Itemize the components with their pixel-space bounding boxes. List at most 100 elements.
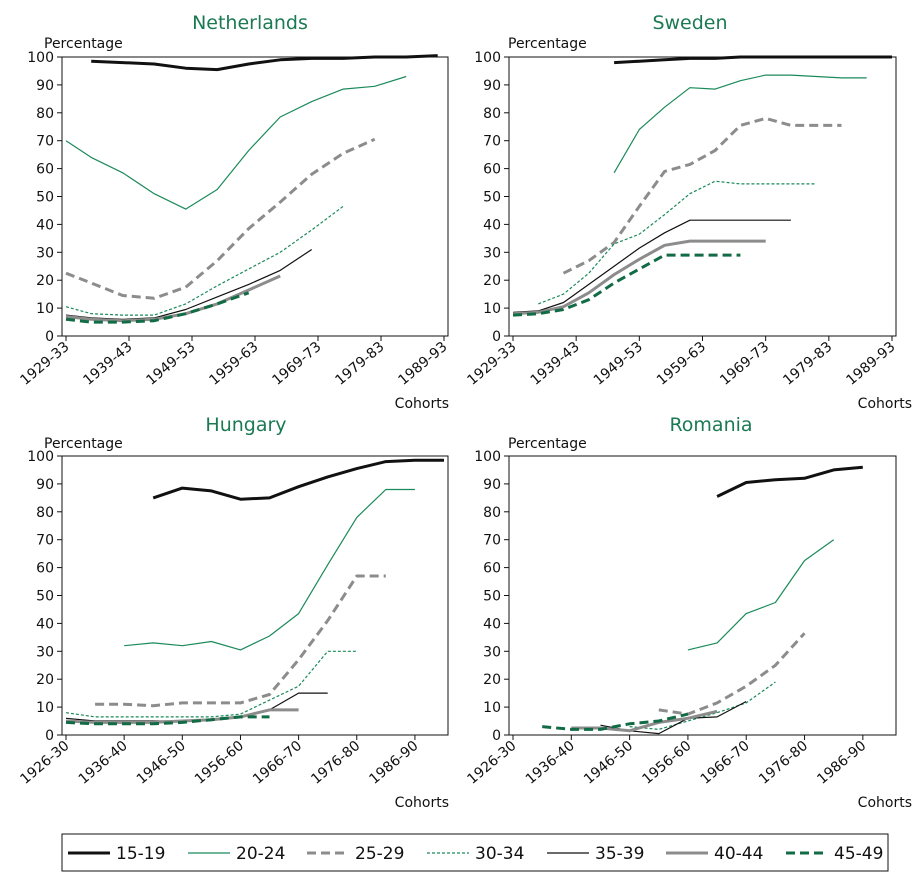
x-tick-label: 1959-63	[206, 339, 261, 389]
chart-panel-3: Romania Percentage Cohorts 0 10 20 30 40 50 60 70 8…	[464, 414, 912, 811]
y-tick-label: 0	[492, 728, 501, 744]
legend-label-20-24: 20-24	[236, 844, 285, 864]
y-axis-label: Percentage	[508, 36, 587, 52]
legend-label-30-34: 30-34	[475, 844, 524, 864]
y-tick-label: 40	[36, 217, 54, 233]
y-tick-label: 80	[36, 106, 54, 122]
y-tick-label: 50	[36, 589, 54, 605]
x-tick-label: 1956-60	[192, 738, 247, 788]
y-tick-label: 30	[483, 245, 501, 261]
series-line-25-29	[95, 574, 386, 708]
x-tick-label: 1966-70	[698, 738, 753, 788]
x-tick-label: 1959-63	[654, 339, 709, 389]
y-tick-label: 30	[36, 644, 54, 660]
x-tick-label: 1939-43	[528, 339, 583, 389]
series-line-35-39	[512, 219, 791, 313]
x-tick-label: 1936-40	[523, 738, 578, 788]
y-tick-label: 100	[27, 50, 54, 66]
series-line-20-24	[65, 75, 407, 210]
y-tick-label: 10	[483, 301, 501, 317]
x-tick-label: 1969-73	[717, 339, 772, 389]
x-tick-label: 1966-70	[250, 738, 305, 788]
x-tick-label: 1926-30	[17, 738, 72, 788]
y-tick-label: 30	[36, 245, 54, 261]
plot-frame	[508, 56, 897, 337]
series-line-30-34	[65, 205, 344, 316]
y-tick-label: 90	[483, 78, 501, 94]
y-tick-label: 60	[36, 561, 54, 577]
x-tick-label: 1949-53	[143, 339, 198, 389]
y-tick-label: 0	[45, 329, 54, 345]
y-tick-label: 80	[483, 505, 501, 521]
series-line-25-29	[65, 137, 376, 300]
legend-label-40-44: 40-44	[714, 844, 763, 864]
x-tick-label: 1946-50	[134, 738, 189, 788]
y-tick-label: 30	[483, 644, 501, 660]
y-tick-label: 50	[483, 589, 501, 605]
legend-label-25-29: 25-29	[355, 844, 404, 864]
series-line-30-34	[65, 650, 357, 718]
x-tick-label: 1929-33	[464, 339, 519, 389]
series-line-45-49	[65, 715, 270, 726]
chart-panel-0: Netherlands Percentage Cohorts 0 10 20 30 40 50 6…	[17, 12, 450, 412]
legend: 15-19 20-24 25-29 30-34 35-39 40-44 45-49	[61, 833, 889, 872]
y-tick-label: 90	[483, 477, 501, 493]
series-line-15-19	[91, 54, 438, 72]
y-tick-label: 10	[483, 700, 501, 716]
series-line-25-29	[658, 632, 806, 716]
x-tick-label: 1979-83	[332, 339, 387, 389]
x-axis-label: Cohorts	[858, 396, 912, 412]
y-tick-label: 20	[483, 273, 501, 289]
legend-frame	[61, 833, 889, 872]
x-tick-label: 1989-93	[843, 339, 898, 389]
chart-title: Sweden	[652, 12, 727, 34]
series-line-40-44	[65, 274, 281, 323]
x-tick-label: 1956-60	[639, 738, 694, 788]
plot-frame	[508, 455, 897, 736]
series-line-45-49	[65, 291, 250, 324]
legend-label-45-49: 45-49	[834, 844, 883, 864]
y-tick-label: 50	[36, 190, 54, 206]
series-line-40-44	[571, 709, 718, 733]
series-line-40-44	[512, 239, 766, 316]
x-tick-label: 1976-80	[756, 738, 811, 788]
series-line-15-19	[152, 458, 444, 501]
series-line-45-49	[542, 712, 689, 731]
y-tick-label: 100	[474, 449, 501, 465]
x-axis-label: Cohorts	[858, 795, 912, 811]
x-tick-label: 1986-90	[814, 738, 869, 788]
y-tick-label: 80	[36, 505, 54, 521]
x-tick-label: 1926-30	[464, 738, 519, 788]
x-tick-label: 1976-80	[308, 738, 363, 788]
y-tick-label: 40	[36, 616, 54, 632]
y-tick-label: 10	[36, 301, 54, 317]
y-axis-label: Percentage	[508, 436, 587, 452]
y-tick-label: 60	[483, 162, 501, 178]
series-line-45-49	[512, 253, 741, 317]
y-tick-label: 0	[45, 728, 54, 744]
y-tick-label: 90	[36, 477, 54, 493]
y-axis-label: Percentage	[44, 36, 123, 52]
y-tick-label: 90	[36, 78, 54, 94]
x-tick-label: 1939-43	[80, 339, 135, 389]
y-tick-label: 20	[36, 273, 54, 289]
x-tick-label: 1986-90	[366, 738, 421, 788]
x-tick-label: 1936-40	[76, 738, 131, 788]
series-line-20-24	[124, 488, 415, 651]
legend-label-15-19: 15-19	[116, 844, 165, 864]
x-axis-label: Cohorts	[395, 795, 449, 811]
y-tick-label: 80	[483, 106, 501, 122]
chart-title: Netherlands	[192, 12, 308, 34]
y-tick-label: 70	[36, 134, 54, 150]
y-tick-label: 70	[483, 134, 501, 150]
chart-title: Romania	[669, 414, 752, 436]
y-tick-label: 60	[36, 162, 54, 178]
y-tick-label: 100	[27, 449, 54, 465]
y-axis-label: Percentage	[44, 436, 123, 452]
y-tick-label: 60	[483, 561, 501, 577]
x-tick-label: 1969-73	[269, 339, 324, 389]
series-line-20-24	[687, 539, 835, 651]
y-tick-label: 10	[36, 700, 54, 716]
series-line-15-19	[716, 465, 863, 498]
x-tick-label: 1989-93	[395, 339, 450, 389]
